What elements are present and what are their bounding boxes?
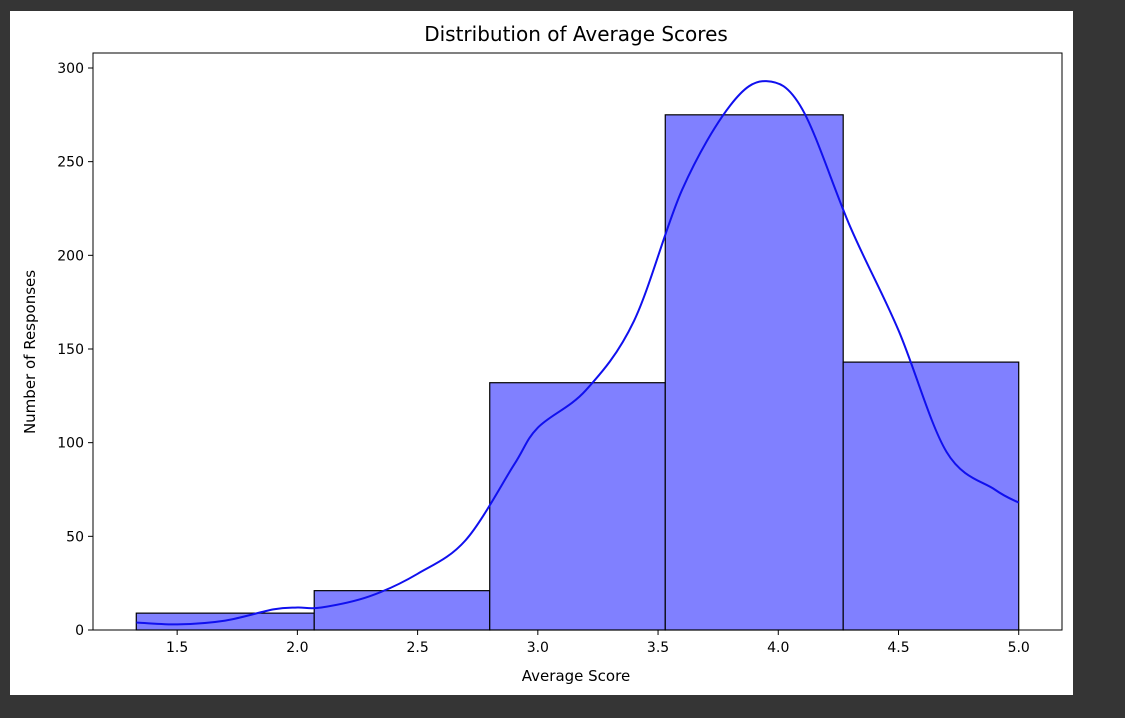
y-tick-label: 0 [75,623,84,639]
chart-title: Distribution of Average Scores [424,22,728,46]
y-tick-label: 250 [57,155,84,171]
x-tick-label: 2.5 [406,640,428,656]
histogram-bar-4 [664,114,844,631]
y-tick-label: 150 [57,342,84,358]
chart-figure: Distribution of Average Scores 1.5 2.0 2.5… [10,11,1073,695]
bars-layer [135,114,1020,631]
y-axis-ticks: 0 50 100 150 200 250 300 [57,61,93,639]
y-tick-label: 50 [66,529,84,545]
y-axis-label: Number of Responses [21,270,39,434]
kde-curve [136,80,1020,626]
y-tick-label: 300 [57,61,84,77]
histogram-chart: Distribution of Average Scores 1.5 2.0 2.5… [21,22,1063,685]
histogram-bar-5 [842,361,1020,631]
histogram-bar-2 [313,590,491,631]
x-tick-label: 5.0 [1008,640,1030,656]
x-tick-label: 3.0 [527,640,549,656]
x-tick-label: 1.5 [166,640,188,656]
x-tick-label: 2.0 [286,640,308,656]
x-axis-ticks: 1.5 2.0 2.5 3.0 3.5 4.0 4.5 5.0 [166,630,1030,656]
x-tick-label: 4.0 [767,640,789,656]
x-tick-label: 3.5 [647,640,669,656]
plot-area-frame [92,52,1063,631]
y-tick-label: 200 [57,248,84,264]
x-tick-label: 4.5 [887,640,909,656]
histogram-bar-3 [489,382,666,631]
y-tick-label: 100 [57,436,84,452]
x-axis-label: Average Score [522,667,630,685]
